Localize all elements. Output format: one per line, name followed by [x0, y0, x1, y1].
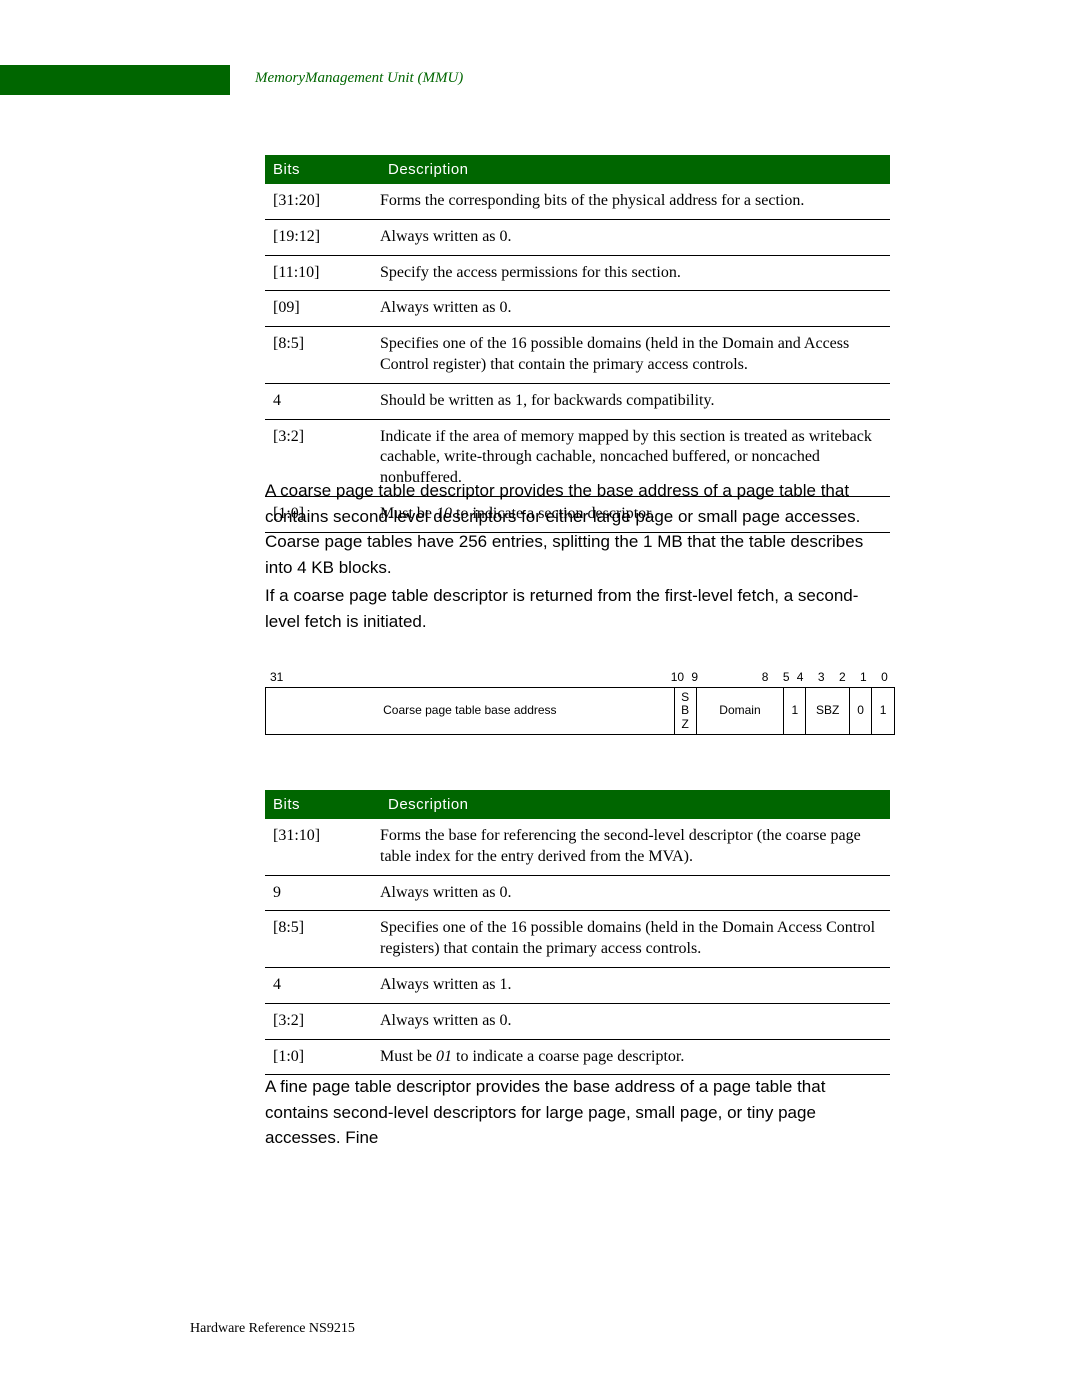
table2-container: Bits Description [31:10]Forms the base f… [265, 790, 890, 1075]
table-row: [31:10]Forms the base for referencing th… [265, 819, 890, 875]
table2-desc-cell: Forms the base for referencing the secon… [380, 819, 890, 875]
table2-desc-cell: Must be 01 to indicate a coarse page des… [380, 1039, 890, 1075]
bitfield-bit-number: 4 [790, 670, 811, 684]
table2-desc-cell: Always written as 0. [380, 1003, 890, 1039]
paragraph-coarse-intro: A coarse page table descriptor provides … [265, 478, 890, 598]
bits-description-table-1: Bits Description [31:20]Forms the corres… [265, 155, 890, 533]
table1-bits-cell: 4 [265, 383, 380, 419]
table2-desc-cell: Always written as 0. [380, 875, 890, 911]
footer-text: Hardware Reference NS9215 [190, 1321, 355, 1337]
table1-bits-cell: [09] [265, 291, 380, 327]
bitfield-bit-number: 1 [853, 670, 874, 684]
header-title: MemoryManagement Unit (MMU) [255, 70, 463, 87]
bitfield-bit-number: 8 [705, 670, 768, 684]
table1-header-desc: Description [380, 155, 890, 184]
table2-header-desc: Description [380, 790, 890, 819]
table1-desc-cell: Always written as 0. [380, 291, 890, 327]
table1-desc-cell: Should be written as 1, for backwards co… [380, 383, 890, 419]
bitfield-bit-number: 3 [811, 670, 832, 684]
bitfield-cell: 1 [872, 688, 894, 734]
bitfield-diagram: 311098543210 Coarse page table base addr… [265, 670, 895, 735]
bitfield-bit-number: 31 [270, 670, 663, 684]
table2-bits-cell: [1:0] [265, 1039, 380, 1075]
bitfield-cell: Domain [697, 688, 785, 734]
paragraph-fine-intro: A fine page table descriptor provides th… [265, 1074, 890, 1169]
bitfield-bit-number: 9 [684, 670, 705, 684]
table-row: [31:20]Forms the corresponding bits of t… [265, 184, 890, 219]
bitfield-top-labels: 311098543210 [265, 670, 895, 684]
bitfield-cell: 0 [850, 688, 872, 734]
table-row: [8:5]Specifies one of the 16 possible do… [265, 327, 890, 384]
para2-text: If a coarse page table descriptor is ret… [265, 583, 890, 634]
table2-header-bits: Bits [265, 790, 380, 819]
table-row: 4Should be written as 1, for backwards c… [265, 383, 890, 419]
table-row: [19:12]Always written as 0. [265, 219, 890, 255]
table-row: [11:10]Specify the access permissions fo… [265, 255, 890, 291]
bits-description-table-2: Bits Description [31:10]Forms the base f… [265, 790, 890, 1075]
table-row: [1:0]Must be 01 to indicate a coarse pag… [265, 1039, 890, 1075]
bitfield-row: Coarse page table base addressS B ZDomai… [265, 687, 895, 735]
table2-desc-cell: Always written as 1. [380, 967, 890, 1003]
table-row: 9Always written as 0. [265, 875, 890, 911]
table2-bits-cell: 4 [265, 967, 380, 1003]
italic-value: 01 [436, 1048, 452, 1065]
table2-bits-cell: [8:5] [265, 911, 380, 968]
table-row: 4Always written as 1. [265, 967, 890, 1003]
paragraph-second-level: If a coarse page table descriptor is ret… [265, 583, 890, 652]
table1-desc-cell: Specify the access permissions for this … [380, 255, 890, 291]
table1-desc-cell: Specifies one of the 16 possible domains… [380, 327, 890, 384]
table1-bits-cell: [8:5] [265, 327, 380, 384]
bitfield-cell: S B Z [675, 688, 697, 734]
table2-bits-cell: [3:2] [265, 1003, 380, 1039]
table1-container: Bits Description [31:20]Forms the corres… [265, 155, 890, 533]
table1-bits-cell: [11:10] [265, 255, 380, 291]
header-green-bar [0, 65, 230, 95]
para1-text: A coarse page table descriptor provides … [265, 478, 890, 580]
table1-header-bits: Bits [265, 155, 380, 184]
table1-bits-cell: [19:12] [265, 219, 380, 255]
bitfield-bit-number: 5 [768, 670, 789, 684]
table1-desc-cell: Forms the corresponding bits of the phys… [380, 184, 890, 219]
bitfield-bit-number: 0 [874, 670, 895, 684]
para3-text: A fine page table descriptor provides th… [265, 1074, 890, 1151]
table-row: [09]Always written as 0. [265, 291, 890, 327]
bitfield-cell: Coarse page table base address [266, 688, 675, 734]
bitfield-cell: SBZ [806, 688, 850, 734]
bitfield-cell: 1 [784, 688, 806, 734]
table1-desc-cell: Always written as 0. [380, 219, 890, 255]
table2-desc-cell: Specifies one of the 16 possible domains… [380, 911, 890, 968]
table-row: [3:2]Always written as 0. [265, 1003, 890, 1039]
table2-bits-cell: [31:10] [265, 819, 380, 875]
table1-bits-cell: [31:20] [265, 184, 380, 219]
table2-bits-cell: 9 [265, 875, 380, 911]
bitfield-bit-number: 2 [832, 670, 853, 684]
bitfield-bit-number: 10 [663, 670, 684, 684]
table-row: [8:5]Specifies one of the 16 possible do… [265, 911, 890, 968]
